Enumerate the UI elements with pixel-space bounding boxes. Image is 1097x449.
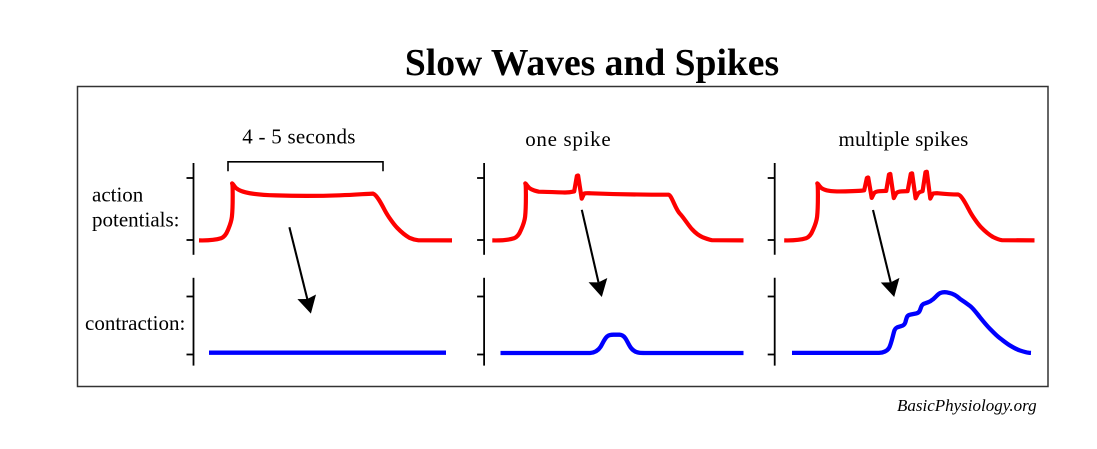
svg-text:multiple spikes: multiple spikes [839,127,969,151]
svg-text:BasicPhysiology.org: BasicPhysiology.org [897,396,1037,415]
svg-text:one spike: one spike [525,127,611,151]
svg-text:4 - 5 seconds: 4 - 5 seconds [242,125,355,149]
svg-text:action: action [92,183,144,207]
svg-text:Slow Waves and Spikes: Slow Waves and Spikes [405,43,779,84]
svg-text:potentials:: potentials: [92,208,180,232]
svg-text:contraction:: contraction: [85,311,185,335]
